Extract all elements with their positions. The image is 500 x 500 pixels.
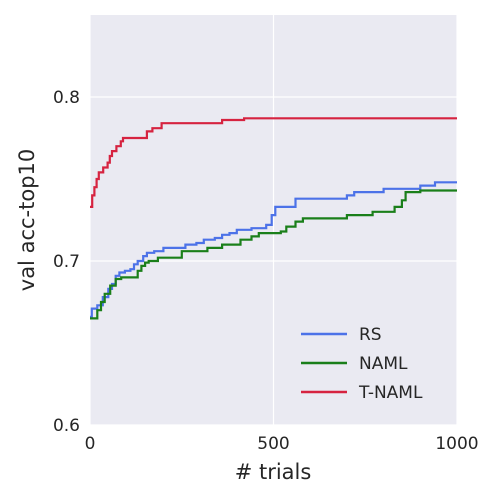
x-tick-label: 500 xyxy=(257,434,289,454)
y-tick-label: 0.6 xyxy=(53,416,80,436)
x-tick-label: 0 xyxy=(85,434,96,454)
y-tick-label: 0.8 xyxy=(53,88,80,108)
legend-label-rs: RS xyxy=(359,325,382,345)
series-lines xyxy=(90,117,457,320)
x-axis-label: # trials xyxy=(235,460,312,484)
x-tick-label: 1000 xyxy=(435,434,478,454)
y-tick-label: 0.7 xyxy=(53,252,80,272)
series-line-t-naml xyxy=(90,117,457,208)
x-tick-labels: 0 500 1000 xyxy=(85,434,479,454)
gridlines xyxy=(89,15,458,426)
legend-label-t-naml: T-NAML xyxy=(358,383,423,403)
y-tick-labels: 0.6 0.7 0.8 xyxy=(53,88,80,436)
series-line-naml xyxy=(90,189,457,320)
legend-label-naml: NAML xyxy=(359,354,408,374)
y-axis-label: val acc-top10 xyxy=(15,149,39,291)
legend: RS NAML T-NAML xyxy=(301,325,423,403)
